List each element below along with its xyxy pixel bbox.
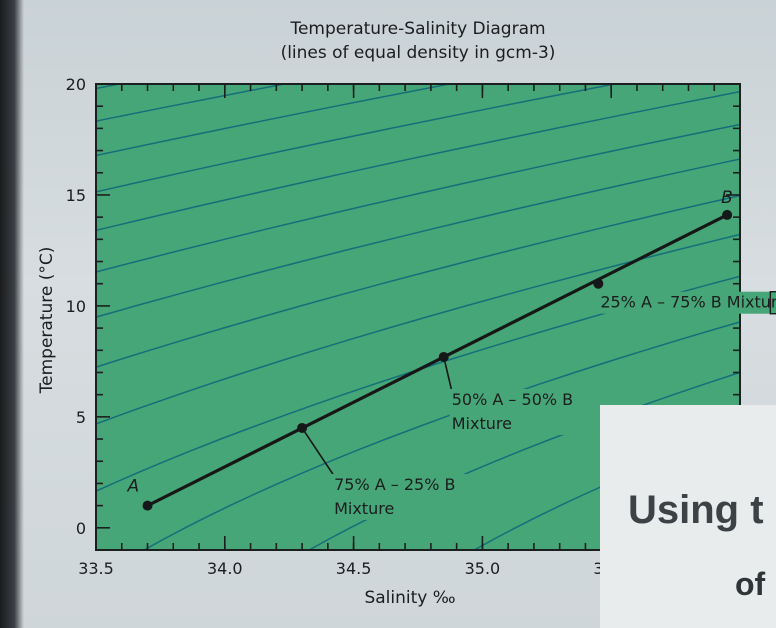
- x-tick-label: 35.0: [465, 559, 501, 578]
- mix-75-leader: [301, 427, 335, 477]
- y-axis-label: Temperature (°C): [37, 247, 57, 395]
- isopycnal-line-1-0230: [96, 84, 619, 193]
- mixing-point: [722, 209, 733, 220]
- y-tick-label: 15: [66, 186, 86, 205]
- isopycnal-line-1-0250: [96, 194, 740, 368]
- isopycnal-line-1-0255: [96, 233, 740, 425]
- x-tick-label: 34.5: [336, 559, 372, 578]
- overlay-subtext-fragment: of: [735, 566, 766, 602]
- isopycnal-line-1-0225: [96, 84, 454, 157]
- y-tick-label: 0: [76, 519, 86, 538]
- mix-50-leader: [442, 356, 453, 392]
- x-tick-label: 33.5: [78, 559, 114, 578]
- isopycnal-line-1-0235: [96, 90, 740, 232]
- y-tick-label: 20: [66, 75, 86, 94]
- y-tick-label: 10: [66, 297, 86, 316]
- x-axis-label: Salinity ‰: [364, 588, 455, 608]
- mix-75-label-line1: 75% A – 25% B: [334, 475, 455, 494]
- point-b-label: B: [721, 188, 733, 208]
- mixing-line: [145, 213, 729, 508]
- chart-subtitle: (lines of equal density in gcm-3): [281, 43, 556, 63]
- chart-title: Temperature-Salinity Diagram: [289, 19, 545, 39]
- mix-25-label: 25% A – 75% B Mixture: [600, 293, 776, 312]
- point-a-label: A: [127, 477, 140, 497]
- mix-25-label-box: [769, 291, 776, 315]
- mixing-point: [142, 500, 153, 511]
- overlay-heading-fragment: Using t: [628, 488, 764, 532]
- mix-50-label-line1: 50% A – 50% B: [452, 390, 573, 409]
- mix-50-label-bg: [449, 388, 606, 435]
- overlay-slide-card: [600, 405, 776, 628]
- mixing-point: [593, 278, 604, 289]
- y-tick-label: 5: [76, 408, 86, 427]
- mix-75-label-line2: Mixture: [334, 499, 394, 518]
- isopycnal-line-1-0240: [96, 123, 740, 273]
- mix-50-label-line2: Mixture: [452, 414, 512, 433]
- isopycnal-line-1-0265: [142, 321, 740, 550]
- x-tick-label: 34.0: [207, 559, 243, 578]
- isopycnal-line-1-0245: [96, 158, 740, 318]
- plot-frame: [95, 83, 741, 551]
- mix-25-label-bg: [596, 291, 776, 314]
- photo-edge-shadow: [0, 0, 24, 628]
- mix-75-label-bg: [330, 473, 489, 520]
